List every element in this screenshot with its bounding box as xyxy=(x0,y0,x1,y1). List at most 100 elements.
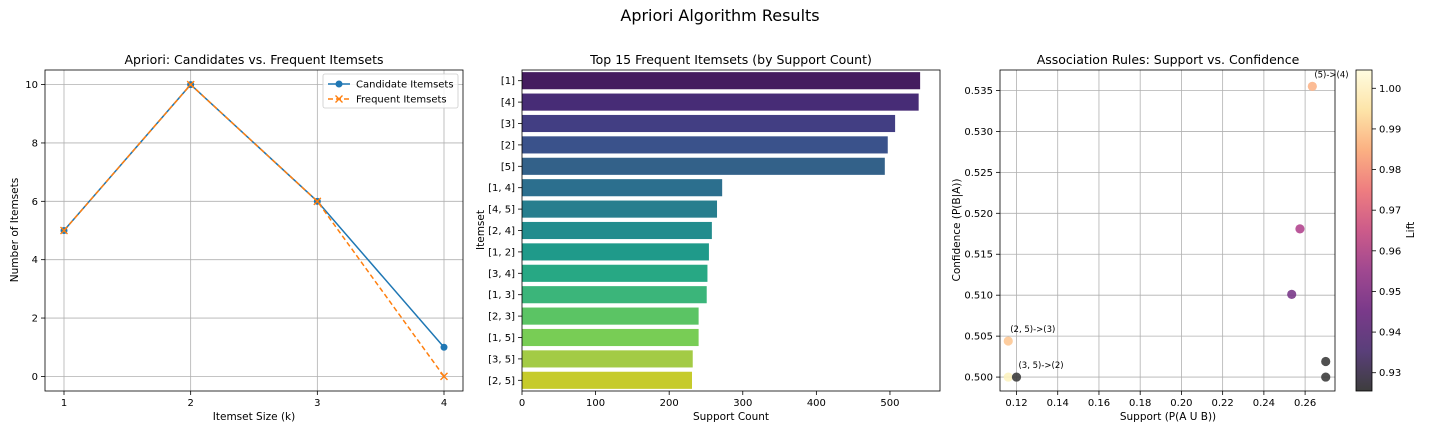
colorbar-tick-label: 0.94 xyxy=(1379,328,1401,339)
bar xyxy=(522,93,919,111)
category-label: [1, 4] xyxy=(488,183,515,194)
rule-annotation: (3, 5)->(2) xyxy=(1018,361,1063,371)
x-tick-label: 200 xyxy=(660,398,679,409)
bar-chart-ylabel: Itemset xyxy=(475,210,487,250)
scatter-chart-ticks: 0.12 0.14 0.16 0.18 0.20 0.22 0.24 0.26 0.500 0.5… xyxy=(964,86,1316,409)
data-point xyxy=(440,372,448,381)
line-chart-series xyxy=(60,80,448,381)
y-tick-label: 0.525 xyxy=(964,168,993,179)
data-point xyxy=(440,343,448,351)
rule-annotation: (2, 5)->(3) xyxy=(1010,325,1055,335)
scatter-point xyxy=(1321,372,1331,382)
lift-colorbar: 0.93 0.94 0.95 0.96 0.97 0.98 0.99 1.00 Lift xyxy=(1355,69,1417,392)
scatter-chart-title: Association Rules: Support vs. Confidenc… xyxy=(1037,52,1300,67)
y-tick-label: 8 xyxy=(32,138,38,149)
y-tick-label: 0.530 xyxy=(964,127,993,138)
category-label: [4, 5] xyxy=(488,205,515,216)
legend-marker xyxy=(335,95,343,103)
y-tick-label: 10 xyxy=(25,80,38,91)
x-tick-label: 2 xyxy=(187,398,193,409)
rule-annotation: (5)->(4) xyxy=(1314,70,1348,80)
line-chart-xlabel: Itemset Size (k) xyxy=(213,411,295,423)
scatter-chart-points: (5)->(4) (2, 5)->(3) (3, 5)->(2) xyxy=(1003,70,1349,382)
category-label: [2, 5] xyxy=(488,376,515,387)
x-tick-label: 0.14 xyxy=(1047,398,1069,409)
category-label: [3, 4] xyxy=(488,269,515,280)
x-tick-label: 0.26 xyxy=(1294,398,1316,409)
category-label: [1, 5] xyxy=(488,333,515,344)
category-label: [4] xyxy=(501,98,515,109)
scatter-point xyxy=(1003,372,1013,382)
y-tick-label: 0.500 xyxy=(964,373,993,384)
colorbar-tick-label: 1.00 xyxy=(1379,84,1401,95)
line-chart-grid xyxy=(45,70,463,391)
bar xyxy=(522,221,712,240)
series-line-2 xyxy=(63,83,445,377)
colorbar-bar xyxy=(1355,69,1373,392)
x-tick-label: 0.20 xyxy=(1170,398,1192,409)
colorbar-tick-label: 0.96 xyxy=(1379,246,1401,257)
y-tick-label: 0.505 xyxy=(964,332,993,343)
bar-chart-bars xyxy=(522,72,921,389)
bar-chart-ticks: [1] [4] [3] [2] [5] [1, 4] [4, 5] [2, 4] [1, 2] [… xyxy=(488,76,899,409)
y-tick-label: 0.535 xyxy=(964,86,993,97)
bar-chart-xlabel: Support Count xyxy=(693,411,769,423)
legend-label: Frequent Itemsets xyxy=(356,95,447,106)
scatter-chart-grid xyxy=(1000,70,1335,391)
scatter-chart-plot-frame xyxy=(999,69,1336,392)
line-chart-legend: Candidate Itemsets Frequent Itemsets xyxy=(322,73,459,109)
category-label: [1, 2] xyxy=(488,247,515,258)
bar xyxy=(522,328,699,347)
bar xyxy=(522,136,888,154)
x-tick-label: 0.12 xyxy=(1005,398,1027,409)
y-tick-label: 0 xyxy=(32,372,38,383)
bar-chart-title: Top 15 Frequent Itemsets (by Support Cou… xyxy=(589,52,872,67)
category-label: [3, 5] xyxy=(488,354,515,365)
data-point xyxy=(313,197,322,206)
bar xyxy=(522,307,699,325)
figure-suptitle: Apriori Algorithm Results xyxy=(620,6,819,25)
scatter-point xyxy=(1307,81,1317,91)
colorbar-tick-label: 0.98 xyxy=(1379,165,1401,176)
y-tick-label: 0.515 xyxy=(964,250,993,261)
bar xyxy=(522,350,693,368)
bar xyxy=(522,179,723,197)
scatter-point xyxy=(1003,336,1013,346)
y-tick-label: 2 xyxy=(32,314,38,325)
scatter-point xyxy=(1321,356,1331,367)
y-tick-label: 6 xyxy=(32,197,38,208)
colorbar-tick-label: 0.99 xyxy=(1379,124,1401,135)
data-point xyxy=(186,80,195,89)
association-rules-scatter-chart: (5)->(4) (2, 5)->(3) (3, 5)->(2) 0.12 0.14 0… xyxy=(951,52,1417,423)
colorbar-label: Lift xyxy=(1405,222,1417,238)
x-tick-label: 4 xyxy=(441,398,447,409)
bar xyxy=(522,286,707,304)
category-label: [1, 3] xyxy=(488,290,515,301)
x-tick-label: 300 xyxy=(733,398,752,409)
x-tick-label: 100 xyxy=(586,398,605,409)
scatter-point xyxy=(1287,289,1297,299)
bar xyxy=(522,72,921,90)
line-chart-ticks: 1 2 3 4 0 2 4 6 8 10 xyxy=(25,80,447,409)
bar xyxy=(522,264,708,282)
scatter-point xyxy=(1295,224,1305,234)
x-tick-label: 3 xyxy=(314,398,320,409)
line-chart-plot-frame xyxy=(44,69,464,392)
x-tick-label: 0.22 xyxy=(1212,398,1234,409)
legend-label: Candidate Itemsets xyxy=(356,80,454,91)
scatter-point xyxy=(1011,372,1022,382)
bar xyxy=(522,114,896,133)
line-chart-ylabel: Number of Itemsets xyxy=(9,178,21,282)
scatter-chart-ylabel: Confidence (P(B|A)) xyxy=(951,178,963,281)
x-tick-label: 500 xyxy=(880,398,899,409)
y-tick-label: 0.520 xyxy=(964,209,993,220)
category-label: [3] xyxy=(501,119,515,130)
legend-box xyxy=(322,73,459,109)
category-label: [1] xyxy=(501,76,515,87)
x-tick-label: 400 xyxy=(807,398,826,409)
series-line-1 xyxy=(63,83,445,348)
x-tick-label: 0 xyxy=(519,398,525,409)
y-tick-label: 4 xyxy=(32,255,38,266)
colorbar-tick-label: 0.93 xyxy=(1379,368,1401,379)
